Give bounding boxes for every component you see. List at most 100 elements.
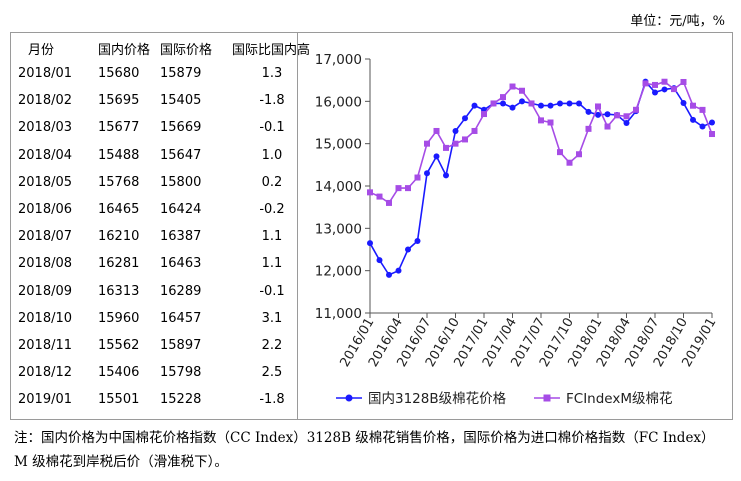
data-point <box>576 151 582 158</box>
y-axis: 11,000 12,000 13,000 14,000 15,000 16,000 17,0… <box>315 52 371 322</box>
data-point <box>699 106 706 113</box>
cell-domestic: 15695 <box>98 93 140 109</box>
cell-international: 15897 <box>160 337 202 353</box>
cell-international: 16463 <box>160 256 202 272</box>
data-point <box>443 172 449 179</box>
cell-diff: -1.8 <box>259 392 285 408</box>
cell-diff: -0.2 <box>259 202 285 218</box>
data-point <box>519 98 525 105</box>
data-point <box>443 144 449 151</box>
cell-international: 15798 <box>160 365 202 381</box>
cell-diff: 2.2 <box>261 337 283 353</box>
table-row: 2018/11 15562 15897 2.2 <box>14 332 312 359</box>
table-row: 2018/07 16210 16387 1.1 <box>14 223 312 250</box>
data-point <box>661 78 668 85</box>
cell-international: 16424 <box>160 202 202 218</box>
table-header-row: 月份 国内价格 国际价格 国际比国内高 <box>14 36 312 60</box>
data-point <box>642 80 649 87</box>
cell-month: 2018/03 <box>18 120 73 136</box>
legend-item-1: FCIndexM级棉花 <box>534 391 673 407</box>
legend-marker <box>345 394 353 402</box>
table-row: 2018/08 16281 16463 1.1 <box>14 250 312 277</box>
figure-frame <box>10 32 733 420</box>
cell-domestic: 15488 <box>98 147 140 163</box>
data-point <box>481 111 487 118</box>
data-point <box>557 149 563 156</box>
cell-international: 15405 <box>160 93 202 109</box>
price-line-chart: 11,000 12,000 13,000 14,000 15,000 16,000 17,0… <box>315 52 720 407</box>
cell-diff: 1.1 <box>261 229 283 245</box>
cell-domestic: 15677 <box>98 120 140 136</box>
data-point <box>623 120 630 127</box>
legend: 国内3128B级棉花价格 FCIndexM级棉花 <box>336 391 673 407</box>
data-point <box>661 86 668 93</box>
table-row: 2018/06 16465 16424 -0.2 <box>14 196 312 223</box>
data-point <box>471 102 478 109</box>
data-point <box>395 185 402 192</box>
data-point <box>414 174 421 181</box>
data-point <box>414 238 421 245</box>
data-point <box>547 119 554 126</box>
data-point <box>690 102 696 109</box>
y-tick-label: 17,000 <box>315 52 362 68</box>
data-point <box>604 123 611 130</box>
cell-domestic: 15960 <box>98 310 140 326</box>
data-point <box>405 185 411 192</box>
cell-diff: -1.8 <box>259 93 285 109</box>
data-point <box>386 271 392 278</box>
header-domestic-price: 国内价格 <box>98 42 151 58</box>
data-point <box>471 127 478 134</box>
table-chart-divider <box>297 32 298 420</box>
table-row: 2018/09 16313 16289 -0.1 <box>14 278 312 305</box>
legend-label: 国内3128B级棉花价格 <box>368 391 507 407</box>
cell-international: 15800 <box>160 174 202 190</box>
data-point <box>386 199 392 206</box>
cell-diff: -0.1 <box>259 120 285 136</box>
cell-diff: 1.1 <box>261 256 283 272</box>
cell-month: 2018/12 <box>18 365 73 381</box>
y-tick-label: 16,000 <box>315 94 362 110</box>
data-point <box>709 119 715 126</box>
table-row: 2018/12 15406 15798 2.5 <box>14 359 312 386</box>
cell-domestic: 16281 <box>98 256 140 272</box>
cell-international: 15228 <box>160 392 202 408</box>
series-line <box>369 80 713 276</box>
cell-month: 2018/06 <box>18 202 73 218</box>
data-point <box>538 117 544 124</box>
data-point <box>623 113 630 120</box>
header-month: 月份 <box>28 42 55 58</box>
header-diff-pct: 国际比国内高 <box>232 42 311 58</box>
unit-label: 单位：元/吨，% <box>630 14 725 29</box>
table-row: 2019/01 15501 15228 -1.8 <box>14 386 312 413</box>
data-point <box>595 103 601 110</box>
series-1 <box>367 78 715 206</box>
cell-month: 2018/02 <box>18 93 73 109</box>
data-point <box>614 112 620 119</box>
data-point <box>424 140 430 147</box>
cell-diff: 2.5 <box>261 365 283 381</box>
cell-domestic: 15501 <box>98 392 140 408</box>
legend-marker <box>543 394 551 402</box>
data-point <box>652 81 658 88</box>
data-point <box>500 94 506 101</box>
data-point <box>405 246 411 253</box>
footnote: 注：国内价格为中国棉花价格指数（CC Index）3128B 级棉花销售价格，国… <box>14 430 715 470</box>
data-point <box>652 89 658 96</box>
data-point <box>424 170 430 177</box>
legend-label: FCIndexM级棉花 <box>566 391 673 407</box>
data-point <box>595 111 601 118</box>
cell-month: 2018/04 <box>18 147 73 163</box>
data-point <box>680 100 687 107</box>
data-point <box>680 78 687 85</box>
cell-month: 2018/05 <box>18 174 73 190</box>
cell-international: 16387 <box>160 229 202 245</box>
header-international-price: 国际价格 <box>160 42 213 58</box>
cell-domestic: 15406 <box>98 365 140 381</box>
data-point <box>557 100 563 107</box>
data-point <box>709 131 715 138</box>
cell-domestic: 16210 <box>98 229 140 245</box>
data-point <box>376 193 383 200</box>
data-point <box>566 159 573 166</box>
table-row: 2018/04 15488 15647 1.0 <box>14 142 312 169</box>
data-point <box>452 140 459 147</box>
